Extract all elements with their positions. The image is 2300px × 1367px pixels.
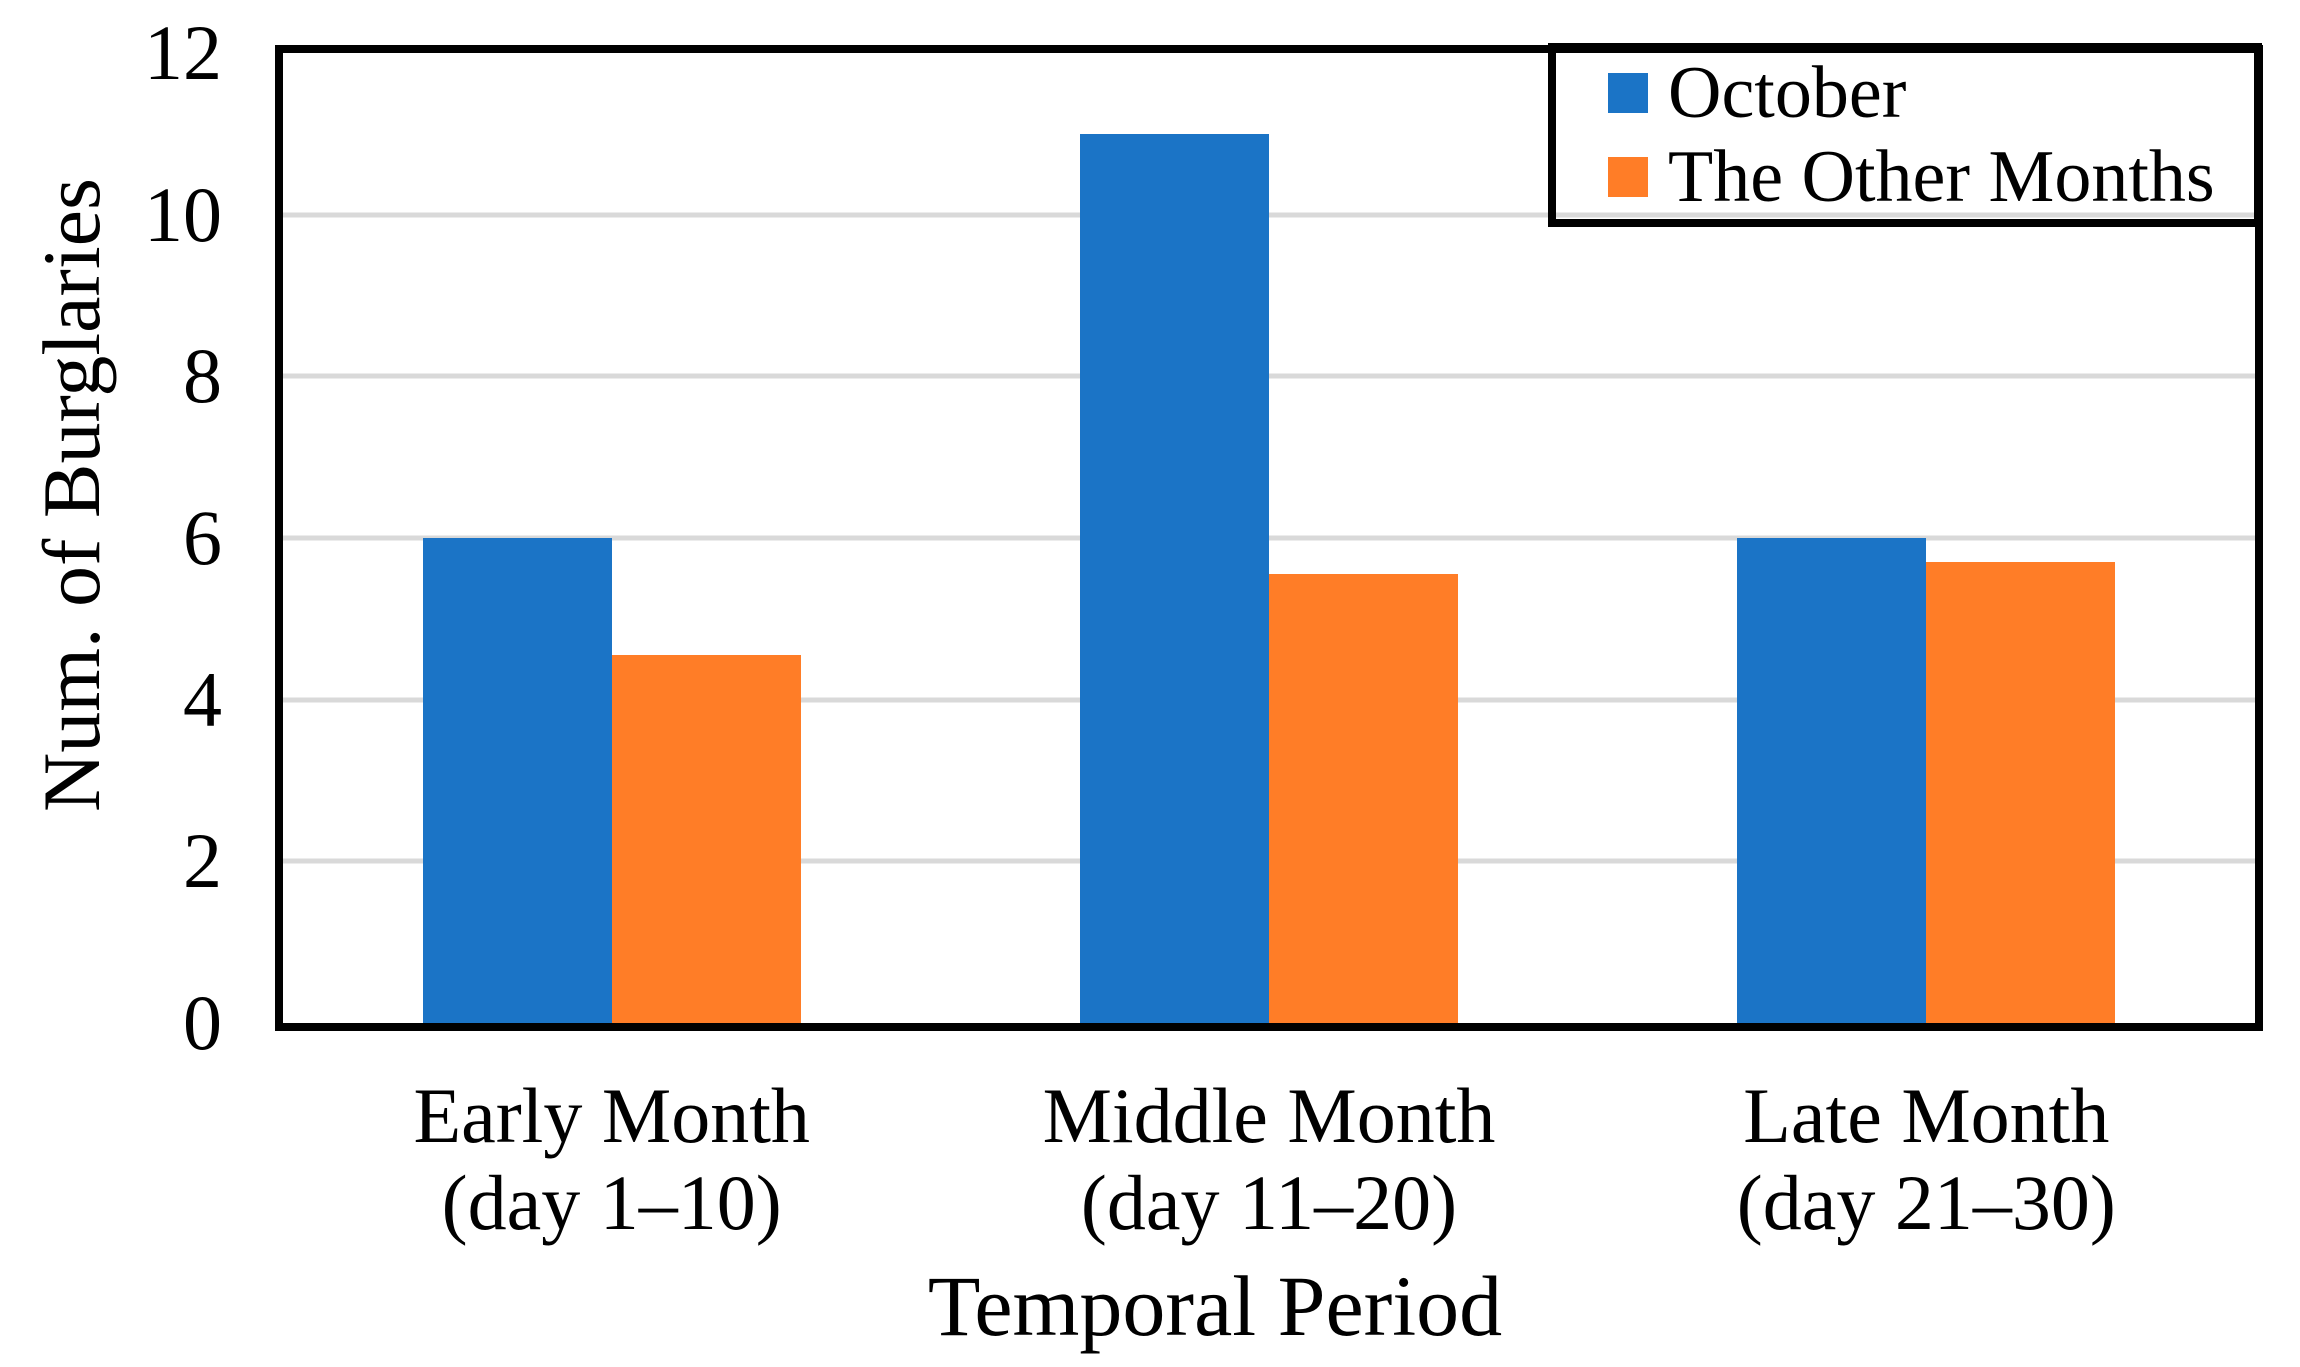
- gridline-y6: [283, 535, 2255, 541]
- gridline-y8: [283, 373, 2255, 379]
- legend-label: The Other Months: [1668, 136, 2215, 218]
- legend: October The Other Months: [1548, 43, 2262, 227]
- bar-october-0: [422, 538, 612, 1023]
- bar-the-other-months-2: [1926, 562, 2116, 1023]
- legend-item-the-other-months: The Other Months: [1556, 137, 2254, 217]
- y-tick-label-6: 6: [183, 494, 222, 581]
- x-category-label-2: Late Month (day 21–30): [1737, 1072, 2116, 1247]
- bar-the-other-months-1: [1269, 574, 1458, 1023]
- legend-item-october: October: [1556, 53, 2254, 133]
- x-category-label-1: Middle Month (day 11–20): [1043, 1072, 1496, 1247]
- x-category-label-line: Middle Month: [1042, 1072, 1496, 1159]
- legend-swatch-icon: [1608, 73, 1648, 113]
- gridline-y10: [283, 212, 2255, 218]
- x-category-label-0: Early Month (day 1–10): [413, 1072, 809, 1247]
- y-tick-label-8: 8: [183, 332, 222, 420]
- bar-the-other-months-0: [611, 655, 801, 1023]
- plot-inner-area: [283, 53, 2255, 1023]
- x-category-label-line: (day 11–20): [1080, 1159, 1458, 1247]
- bar-october-1: [1080, 133, 1269, 1023]
- bar-october-2: [1737, 538, 1927, 1023]
- y-tick-label-12: 12: [144, 9, 222, 96]
- x-category-label-line: (day 1–10): [441, 1159, 782, 1247]
- plot-area: [275, 45, 2263, 1031]
- y-tick-label-0: 0: [183, 979, 222, 1066]
- x-category-label-line: Early Month: [413, 1072, 810, 1159]
- legend-label: October: [1668, 52, 1907, 134]
- x-category-label-line: (day 21–30): [1736, 1159, 2116, 1247]
- y-tick-label-4: 4: [183, 655, 222, 743]
- y-tick-label-2: 2: [183, 817, 222, 905]
- x-axis-title: Temporal Period: [927, 1258, 1503, 1354]
- y-tick-label-10: 10: [144, 170, 222, 258]
- x-category-label-line: Late Month: [1743, 1072, 2110, 1159]
- legend-swatch-icon: [1608, 157, 1648, 197]
